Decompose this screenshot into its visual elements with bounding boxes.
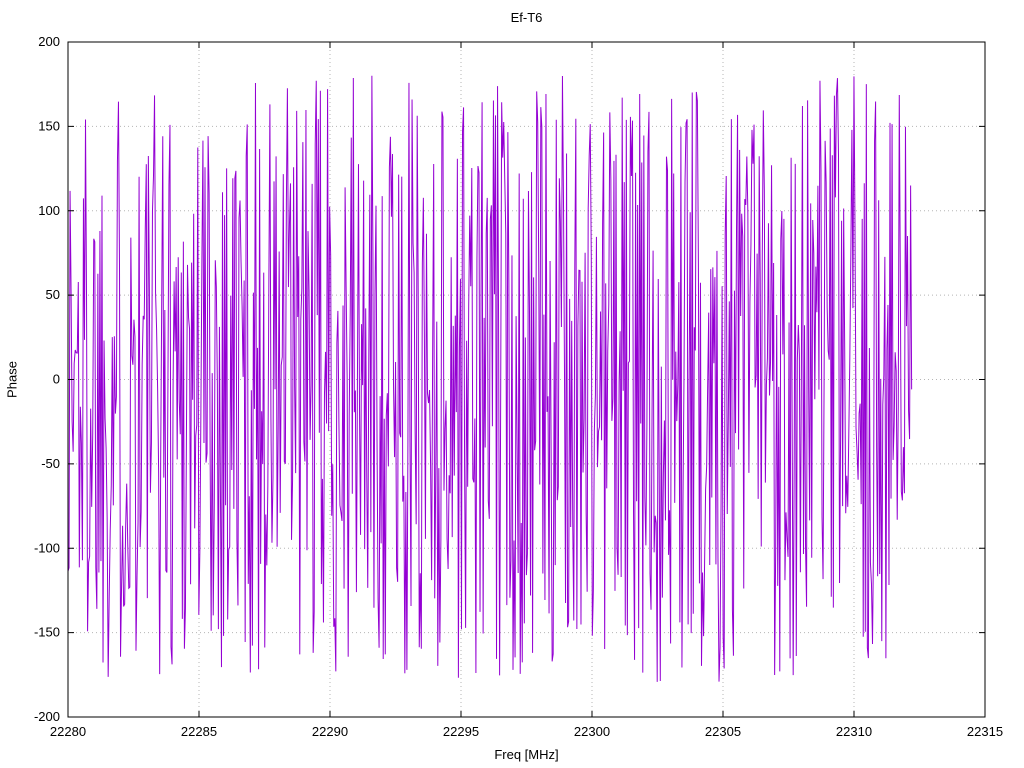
y-tick-label: -100 [34, 540, 60, 555]
x-tick-label: 22300 [574, 724, 610, 739]
y-tick-label: 0 [53, 372, 60, 387]
y-tick-label: 50 [46, 287, 60, 302]
x-tick-label: 22315 [967, 724, 1003, 739]
x-tick-label: 22295 [443, 724, 479, 739]
x-tick-label: 22290 [312, 724, 348, 739]
data-series-line [67, 75, 913, 682]
y-tick-label: -150 [34, 625, 60, 640]
y-axis-label: Phase [4, 361, 20, 398]
x-tick-label: 22305 [705, 724, 741, 739]
y-tick-label: 100 [38, 203, 60, 218]
x-axis-label: Freq [MHz] [494, 747, 559, 762]
y-tick-label: -50 [41, 456, 60, 471]
y-tick-label: 200 [38, 34, 60, 49]
y-tick-label: 150 [38, 118, 60, 133]
y-tick-label: -200 [34, 709, 60, 724]
x-tick-label: 22280 [50, 724, 86, 739]
chart-title: Ef-T6 [510, 10, 543, 25]
x-tick-label: 22285 [181, 724, 217, 739]
x-tick-label: 22310 [836, 724, 872, 739]
